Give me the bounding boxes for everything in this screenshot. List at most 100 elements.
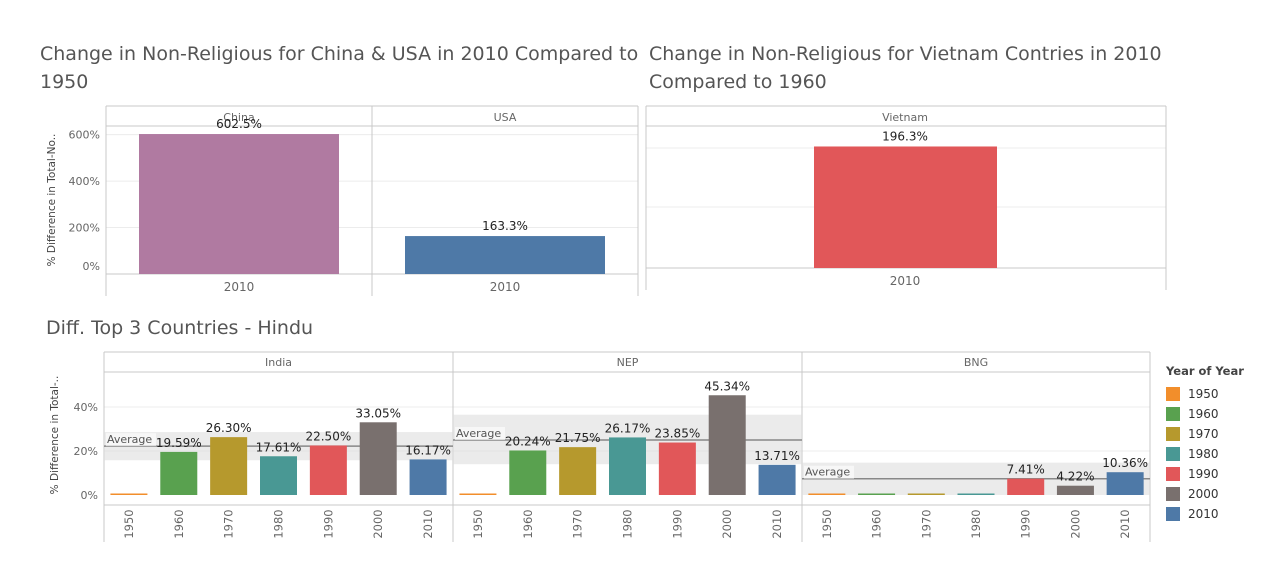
bar bbox=[559, 447, 597, 495]
y-tick-label: 40% bbox=[74, 401, 98, 414]
x-tick-label: 2000 bbox=[371, 509, 385, 538]
panel-header: China bbox=[223, 111, 254, 124]
x-tick-label: 1960 bbox=[172, 509, 186, 538]
bar bbox=[858, 493, 896, 495]
bar bbox=[405, 236, 605, 274]
bar bbox=[907, 493, 945, 495]
x-tick-label: 1990 bbox=[1019, 509, 1033, 538]
x-tick-label: 2010 bbox=[421, 509, 435, 538]
y-axis-label: % Difference in Total-.. bbox=[49, 376, 61, 495]
chart-title-vietnam: Change in Non-Religious for Vietnam Cont… bbox=[649, 43, 1162, 93]
y-tick-label: 600% bbox=[69, 129, 100, 142]
bar bbox=[1106, 472, 1144, 495]
data-label: 602.5% bbox=[216, 117, 262, 131]
x-tick-label: 2010 bbox=[224, 280, 255, 294]
average-label: Average bbox=[805, 466, 850, 479]
bar bbox=[139, 134, 339, 274]
legend-item[interactable]: 1990 bbox=[1166, 464, 1276, 484]
x-tick-label: 1980 bbox=[621, 509, 635, 538]
panel-header: Vietnam bbox=[882, 111, 928, 124]
legend-label: 2010 bbox=[1188, 507, 1219, 521]
bar bbox=[359, 422, 397, 495]
x-tick-label: 1980 bbox=[272, 509, 286, 538]
data-label: 26.30% bbox=[206, 421, 252, 435]
bar bbox=[509, 450, 547, 495]
legend-label: 1950 bbox=[1188, 387, 1219, 401]
legend-title: Year of Year bbox=[1166, 364, 1244, 378]
bar bbox=[309, 445, 347, 495]
x-tick-label: 1990 bbox=[670, 509, 684, 538]
data-label: 196.3% bbox=[882, 129, 928, 143]
y-axis-label: % Difference in Total-No.. bbox=[46, 134, 58, 267]
panel-header: NEP bbox=[617, 356, 639, 369]
y-tick-label: 0% bbox=[81, 489, 98, 502]
legend-item[interactable]: 1950 bbox=[1166, 384, 1276, 404]
legend: Year of Year 1950 1960 1970 1980 1990 2000 201… bbox=[1166, 364, 1276, 524]
x-tick-label: 2010 bbox=[890, 274, 921, 288]
data-label: 16.17% bbox=[405, 443, 451, 457]
data-label: 22.50% bbox=[305, 430, 351, 444]
panel-header: India bbox=[265, 356, 292, 369]
bar bbox=[210, 437, 248, 495]
y-tick-label: 400% bbox=[69, 175, 100, 188]
x-tick-label: 1970 bbox=[571, 509, 585, 538]
legend-swatch bbox=[1166, 487, 1180, 501]
legend-label: 2000 bbox=[1188, 487, 1219, 501]
bar bbox=[1007, 478, 1045, 495]
x-tick-label: 1950 bbox=[471, 509, 485, 538]
bar bbox=[758, 464, 796, 495]
data-label: 23.85% bbox=[654, 427, 700, 441]
legend-swatch bbox=[1166, 507, 1180, 521]
x-tick-label: 1960 bbox=[521, 509, 535, 538]
data-label: 17.61% bbox=[256, 440, 302, 454]
bar bbox=[260, 456, 297, 495]
panel-header: USA bbox=[494, 111, 517, 124]
x-tick-label: 1950 bbox=[122, 509, 136, 538]
data-label: 45.34% bbox=[704, 379, 750, 393]
bar bbox=[609, 437, 646, 495]
legend-item[interactable]: 2000 bbox=[1166, 484, 1276, 504]
chart-title-china-usa: Change in Non-Religious for China & USA … bbox=[40, 43, 639, 93]
chart-title-hindu: Diff. Top 3 Countries - Hindu bbox=[46, 317, 314, 339]
legend-label: 1990 bbox=[1188, 467, 1219, 481]
average-label: Average bbox=[456, 427, 501, 440]
data-label: 10.36% bbox=[1102, 456, 1148, 470]
y-tick-label: 0% bbox=[83, 260, 100, 273]
bar bbox=[957, 493, 995, 495]
average-label-bg bbox=[455, 427, 505, 440]
legend-label: 1960 bbox=[1188, 407, 1219, 421]
legend-label: 1970 bbox=[1188, 427, 1219, 441]
data-label: 21.75% bbox=[555, 431, 601, 445]
data-label: 20.24% bbox=[505, 434, 551, 448]
data-label: 7.41% bbox=[1007, 463, 1045, 477]
x-tick-label: 1980 bbox=[969, 509, 983, 538]
legend-item[interactable]: 1980 bbox=[1166, 444, 1276, 464]
data-label: 26.17% bbox=[605, 421, 651, 435]
x-tick-label: 2000 bbox=[720, 509, 734, 538]
legend-label: 1980 bbox=[1188, 447, 1219, 461]
panel-header: BNG bbox=[964, 356, 988, 369]
data-label: 4.22% bbox=[1056, 470, 1094, 484]
legend-item[interactable]: 1960 bbox=[1166, 404, 1276, 424]
legend-item[interactable]: 2010 bbox=[1166, 504, 1276, 524]
x-tick-label: 1990 bbox=[321, 509, 335, 538]
bar bbox=[160, 451, 198, 495]
data-label: 33.05% bbox=[355, 406, 401, 420]
x-tick-label: 2000 bbox=[1068, 509, 1082, 538]
legend-item[interactable]: 1970 bbox=[1166, 424, 1276, 444]
bar bbox=[110, 493, 148, 495]
y-tick-label: 20% bbox=[74, 445, 98, 458]
bar bbox=[459, 493, 497, 495]
x-tick-label: 1950 bbox=[820, 509, 834, 538]
bar bbox=[814, 146, 997, 268]
bar bbox=[409, 459, 447, 495]
average-label: Average bbox=[107, 433, 152, 446]
bar bbox=[708, 395, 746, 495]
x-tick-label: 2010 bbox=[1118, 509, 1132, 538]
x-tick-label: 2010 bbox=[490, 280, 521, 294]
x-tick-label: 1970 bbox=[919, 509, 933, 538]
legend-swatch bbox=[1166, 427, 1180, 441]
